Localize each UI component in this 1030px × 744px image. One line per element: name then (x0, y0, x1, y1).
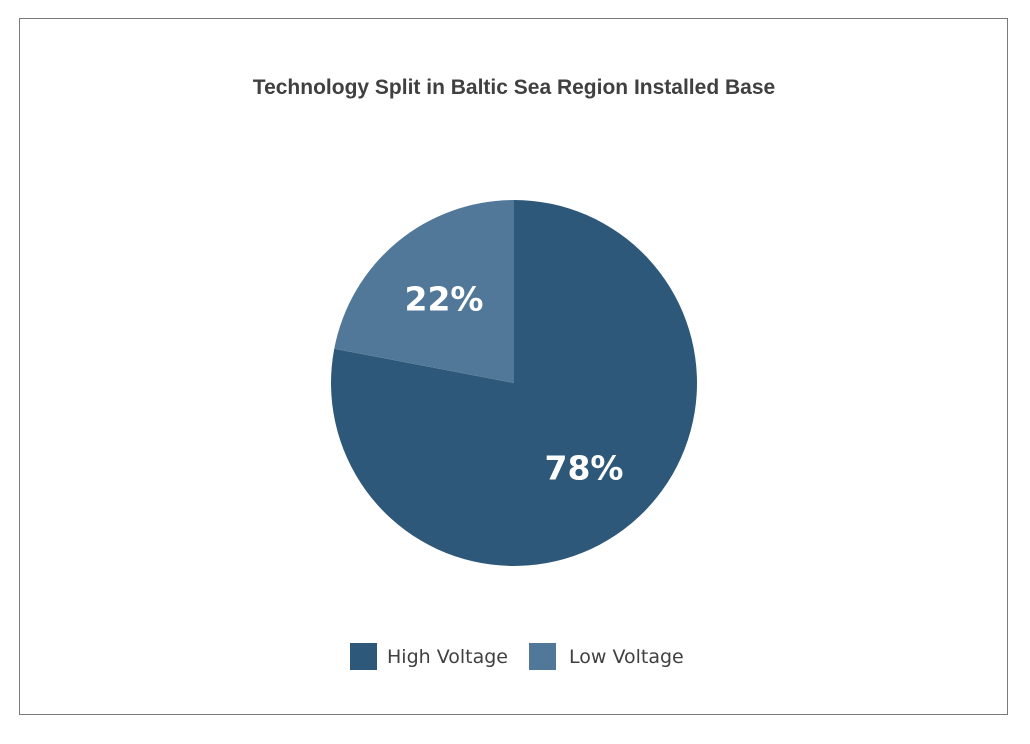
legend: High Voltage Low Voltage (350, 643, 684, 670)
slice-label-high-voltage: 78% (544, 449, 623, 488)
legend-swatch-low-voltage (529, 643, 556, 670)
pie-slice-labels: 78% 22% (405, 279, 624, 487)
legend-swatch-high-voltage (350, 643, 377, 670)
slice-label-low-voltage: 22% (405, 279, 484, 318)
pie-slice-low-voltage (334, 200, 514, 383)
chart-title: Technology Split in Baltic Sea Region In… (253, 76, 775, 99)
legend-label-low-voltage: Low Voltage (569, 646, 684, 668)
legend-label-high-voltage: High Voltage (387, 646, 508, 668)
pie-slices (331, 200, 697, 566)
